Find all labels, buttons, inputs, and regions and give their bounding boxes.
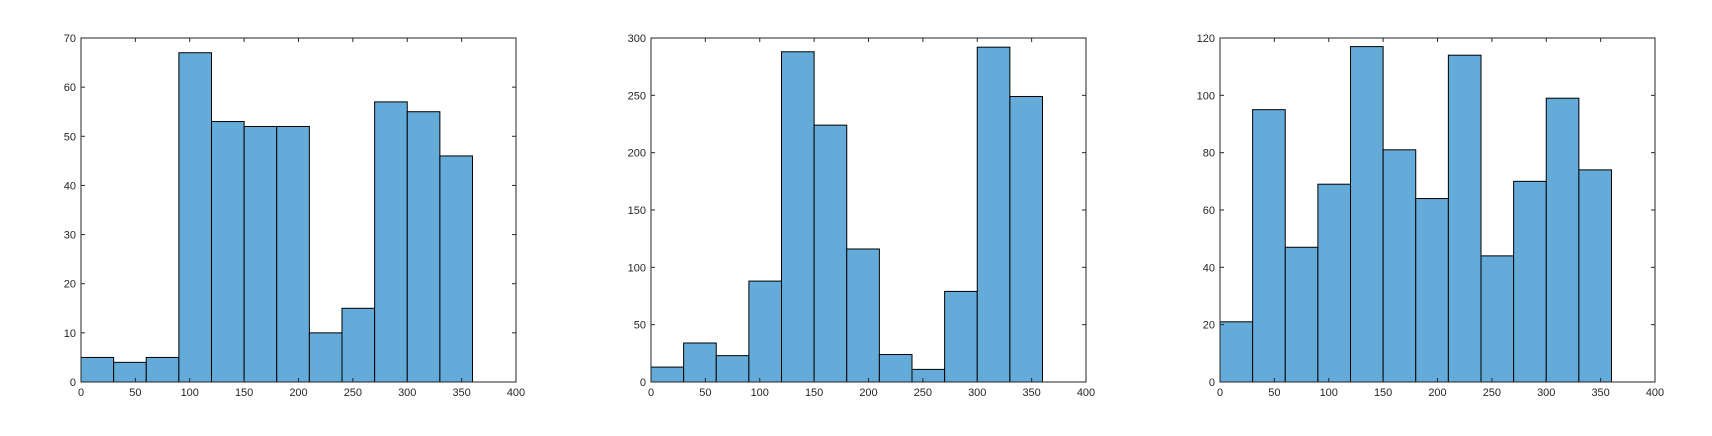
histogram-bar <box>308 332 343 383</box>
y-tick-label: 250 <box>628 90 646 102</box>
y-tick-label: 0 <box>70 377 76 389</box>
histogram-bar <box>80 356 115 383</box>
histogram-bar <box>846 248 880 383</box>
y-tick-label: 60 <box>1203 205 1215 217</box>
histogram-bar <box>781 51 815 383</box>
x-tick-label: 350 <box>1022 387 1040 399</box>
y-tick-label: 150 <box>628 205 646 217</box>
y-tick-label: 10 <box>64 328 76 340</box>
y-tick-label: 100 <box>1197 90 1215 102</box>
histogram-bar <box>178 52 212 383</box>
y-tick-label: 80 <box>1203 148 1215 160</box>
x-tick-label: 100 <box>751 387 769 399</box>
histogram-bar <box>911 368 946 383</box>
histogram-2: 0 50 100 150 200 250 300 350 400 0 50 100 150 200 250 3… <box>628 33 1096 399</box>
x-tick-label: 400 <box>1077 387 1095 399</box>
y-tick-label: 40 <box>64 180 76 192</box>
histogram-bar <box>715 355 750 383</box>
histogram-bar <box>878 353 913 383</box>
x-tick-label: 400 <box>1646 387 1664 399</box>
x-tick-label: 200 <box>859 387 877 399</box>
histogram-3: 0 50 100 150 200 250 300 350 400 0 20 40 60 80 100 120 <box>1197 33 1665 399</box>
x-tick-label: 0 <box>648 387 654 399</box>
histogram-bar <box>211 121 245 383</box>
histogram-bar <box>976 46 1011 383</box>
histogram-bar <box>1317 183 1351 383</box>
histogram-bar <box>1219 321 1254 383</box>
x-tick-label: 250 <box>1483 387 1501 399</box>
histogram-bar <box>1480 255 1515 383</box>
x-tick-label: 300 <box>398 387 416 399</box>
x-tick-label: 50 <box>1268 387 1280 399</box>
y-tick-label: 70 <box>64 33 76 45</box>
x-tick-label: 150 <box>805 387 823 399</box>
histogram-bar <box>1350 46 1384 383</box>
x-tick-label: 400 <box>507 387 525 399</box>
y-tick-label: 0 <box>1209 377 1215 389</box>
y-tick-label: 50 <box>64 131 76 143</box>
histogram-bar <box>944 290 978 383</box>
y-tick-label: 20 <box>1203 320 1215 332</box>
histogram-bar <box>1447 54 1482 383</box>
histogram-bar <box>1513 180 1547 383</box>
x-tick-label: 350 <box>452 387 470 399</box>
x-tick-label: 250 <box>914 387 932 399</box>
histogram-bar <box>748 280 782 383</box>
x-tick-label: 100 <box>1320 387 1338 399</box>
histogram-bar <box>1382 149 1417 383</box>
x-tick-label: 300 <box>968 387 986 399</box>
histogram-bar <box>1284 246 1319 383</box>
y-tick-label: 0 <box>640 377 646 389</box>
x-tick-label: 100 <box>181 387 199 399</box>
y-tick-label: 100 <box>628 262 646 274</box>
y-tick-label: 120 <box>1197 33 1215 45</box>
histogram-bar <box>1009 95 1043 383</box>
y-tick-label: 30 <box>64 230 76 242</box>
histogram-bar <box>341 307 376 383</box>
x-tick-label: 0 <box>78 387 84 399</box>
y-tick-label: 20 <box>64 279 76 291</box>
x-tick-label: 150 <box>235 387 253 399</box>
y-tick-label: 60 <box>64 82 76 94</box>
histogram-bar <box>406 111 441 383</box>
histogram-bar <box>1545 97 1580 383</box>
x-tick-label: 50 <box>129 387 141 399</box>
x-tick-label: 200 <box>1428 387 1446 399</box>
histogram-bar <box>276 125 310 383</box>
histogram-bar <box>439 155 473 383</box>
histogram-bar <box>1252 109 1286 383</box>
histogram-bar <box>145 356 180 383</box>
y-tick-label: 40 <box>1203 262 1215 274</box>
histogram-1: 0 50 100 150 200 250 300 350 400 0 10 20 30 40 50 60 70 <box>64 33 525 399</box>
x-tick-label: 200 <box>289 387 307 399</box>
histogram-bar <box>374 101 408 383</box>
x-tick-label: 300 <box>1537 387 1555 399</box>
histogram-bar <box>243 125 278 383</box>
x-tick-label: 50 <box>699 387 711 399</box>
x-tick-label: 0 <box>1217 387 1223 399</box>
y-tick-label: 50 <box>634 320 646 332</box>
x-tick-label: 150 <box>1374 387 1392 399</box>
x-tick-label: 250 <box>344 387 362 399</box>
histogram-bar <box>1415 198 1449 383</box>
histogram-bar <box>683 342 717 383</box>
histogram-bar <box>1578 169 1612 383</box>
y-tick-label: 200 <box>628 148 646 160</box>
histogram-bar <box>813 124 848 383</box>
x-tick-label: 350 <box>1591 387 1609 399</box>
histogram-bar <box>113 361 147 383</box>
y-tick-label: 300 <box>628 33 646 45</box>
histogram-bar <box>650 366 685 383</box>
